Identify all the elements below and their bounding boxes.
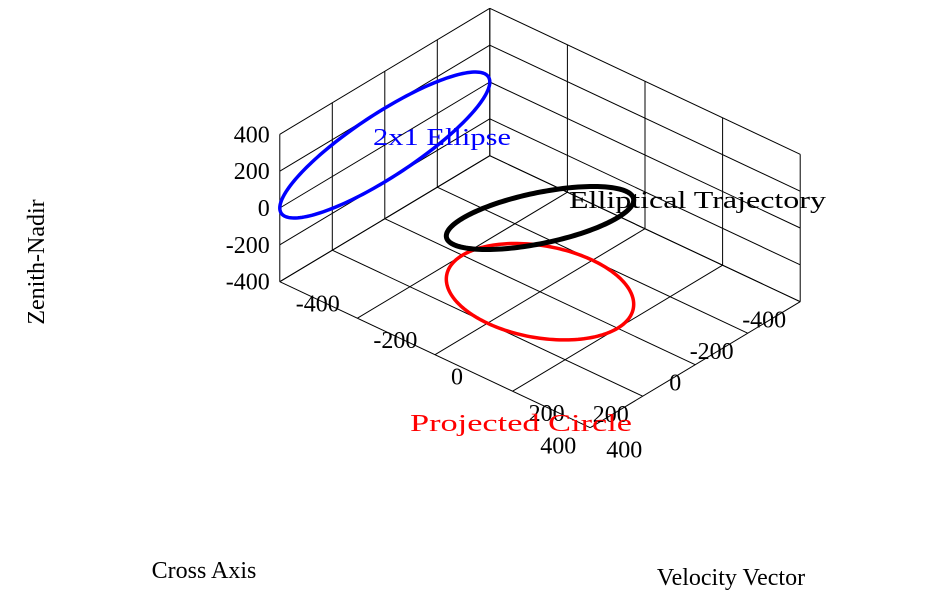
annotation-elliptical-trajectory: Elliptical Trajectory — [569, 188, 826, 214]
y-tick-label: -200 — [690, 339, 734, 365]
x-tick-label: 0 — [451, 365, 463, 391]
x-tick-label: 200 — [529, 401, 565, 427]
back-wall-grid-line — [279, 81, 491, 209]
x-tick-label: -200 — [373, 328, 417, 354]
z-tick-label: -200 — [226, 233, 270, 259]
x-tick-label: -400 — [296, 292, 340, 318]
elliptical-trajectory-curve — [443, 184, 637, 252]
z-axis-label: Zenith-Nadir — [24, 199, 50, 324]
z-tick-label: 400 — [234, 122, 270, 148]
back-wall-grid-line — [279, 7, 491, 135]
side-wall-grid-line — [489, 118, 801, 266]
floor-grid-line — [279, 281, 591, 429]
y-tick-label: 0 — [669, 371, 681, 397]
side-wall-grid-line — [489, 81, 801, 229]
back-wall-grid-line — [279, 155, 491, 283]
annotation-2x1-ellipse: 2x1 Ellipse — [373, 125, 511, 151]
side-wall-grid-line — [489, 44, 801, 192]
y-tick-label: 200 — [593, 402, 629, 428]
annotation-projected-circle: Projected Circle — [410, 411, 632, 437]
data-curves — [278, 70, 637, 342]
z-tick-label: -400 — [226, 270, 270, 296]
floor-grid-line — [384, 218, 696, 366]
y-axis-label: Cross Axis — [152, 558, 257, 584]
x-tick-label: 400 — [606, 438, 642, 464]
projected-circle-curve — [444, 241, 636, 342]
grid-lines — [279, 7, 801, 429]
y-tick-label: -400 — [742, 308, 786, 334]
side-wall-grid-line — [489, 7, 801, 155]
z-tick-label: 200 — [234, 159, 270, 185]
y-tick-label: 400 — [540, 434, 576, 460]
ellipse-2x1-curve — [278, 70, 492, 220]
tick-labels: 400 200 0 -200 -400 400 200 0 -200 -400 400 200 0 -20… — [226, 122, 786, 463]
z-tick-label: 0 — [258, 196, 270, 222]
side-wall-grid-line — [489, 155, 801, 303]
x-axis-label: Velocity Vector — [657, 565, 805, 591]
